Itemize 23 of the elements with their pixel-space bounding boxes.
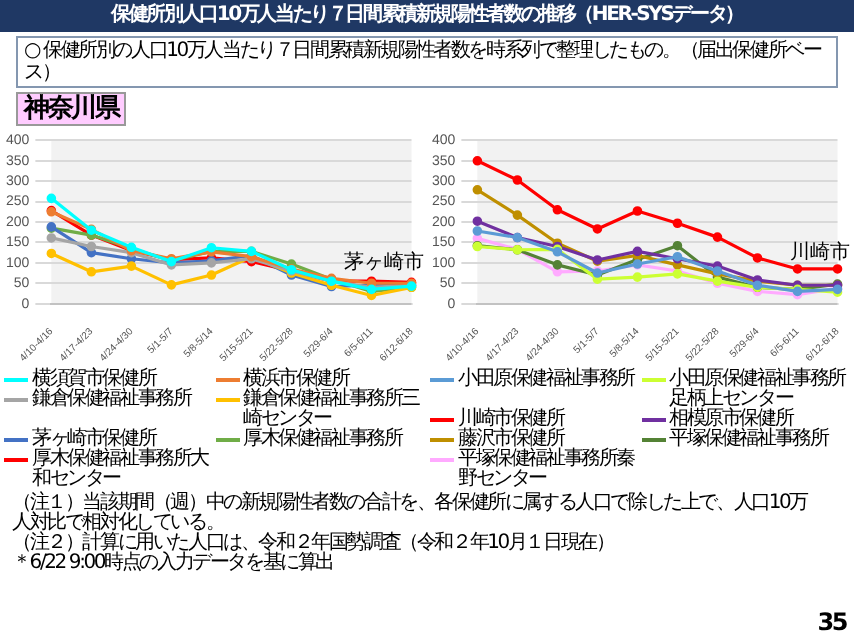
text: （注１）当該期間（週）中の新規陽性者数の合計を、各保健所に属する人口で除した上で、人口10万人対比で相対化している。 (12, 492, 810, 534)
annotation: 茅ヶ崎市 (344, 250, 424, 275)
legend-label: 鎌倉保健福祉事務所三崎センター (243, 388, 422, 430)
legend-label: 茅ヶ崎市保健所 (32, 428, 156, 450)
text: （注２）計算に用いた人口は、令和２年国勢調査（令和２年10月１日現在） (12, 532, 616, 554)
annotation: 川崎市 (790, 240, 850, 265)
text: 神奈川県 (16, 92, 127, 126)
legend-label: 小田原保健福祉事務所 (458, 368, 635, 390)
chart-title: 保健所別人口10万人当たり７日間累積新規陽性者数の推移（HER-SYSデータ） (0, 0, 854, 32)
text: ＊6/22 9:00時点の入力データを基に算出 (12, 552, 335, 574)
legend-label: 平塚保健福祉事務所秦野センター (458, 448, 637, 490)
legend-label: 鎌倉保健福祉事務所 (32, 388, 191, 410)
text: 35 (817, 608, 846, 636)
legend-label: 厚木保健福祉事務所 (243, 428, 402, 450)
legend-label: 横須賀市保健所 (32, 368, 156, 390)
legend-label: 川崎市保健所 (458, 408, 564, 430)
legend-label: 小田原保健福祉事務所足柄上センター (669, 368, 848, 410)
legend-label: 横浜市保健所 (243, 368, 349, 390)
legend-label: 藤沢市保健所 (458, 428, 564, 450)
legend-label: 相模原市保健所 (669, 408, 793, 430)
legend-label: 厚木保健福祉事務所大和センター (32, 448, 211, 490)
legend-label: 平塚保健福祉事務所 (669, 428, 828, 450)
chart-subtitle: ○ 保健所別の人口10万人当たり７日間累積新規陽性者数を時系列で整理したもの。（届出保健所ベース） (16, 36, 838, 88)
